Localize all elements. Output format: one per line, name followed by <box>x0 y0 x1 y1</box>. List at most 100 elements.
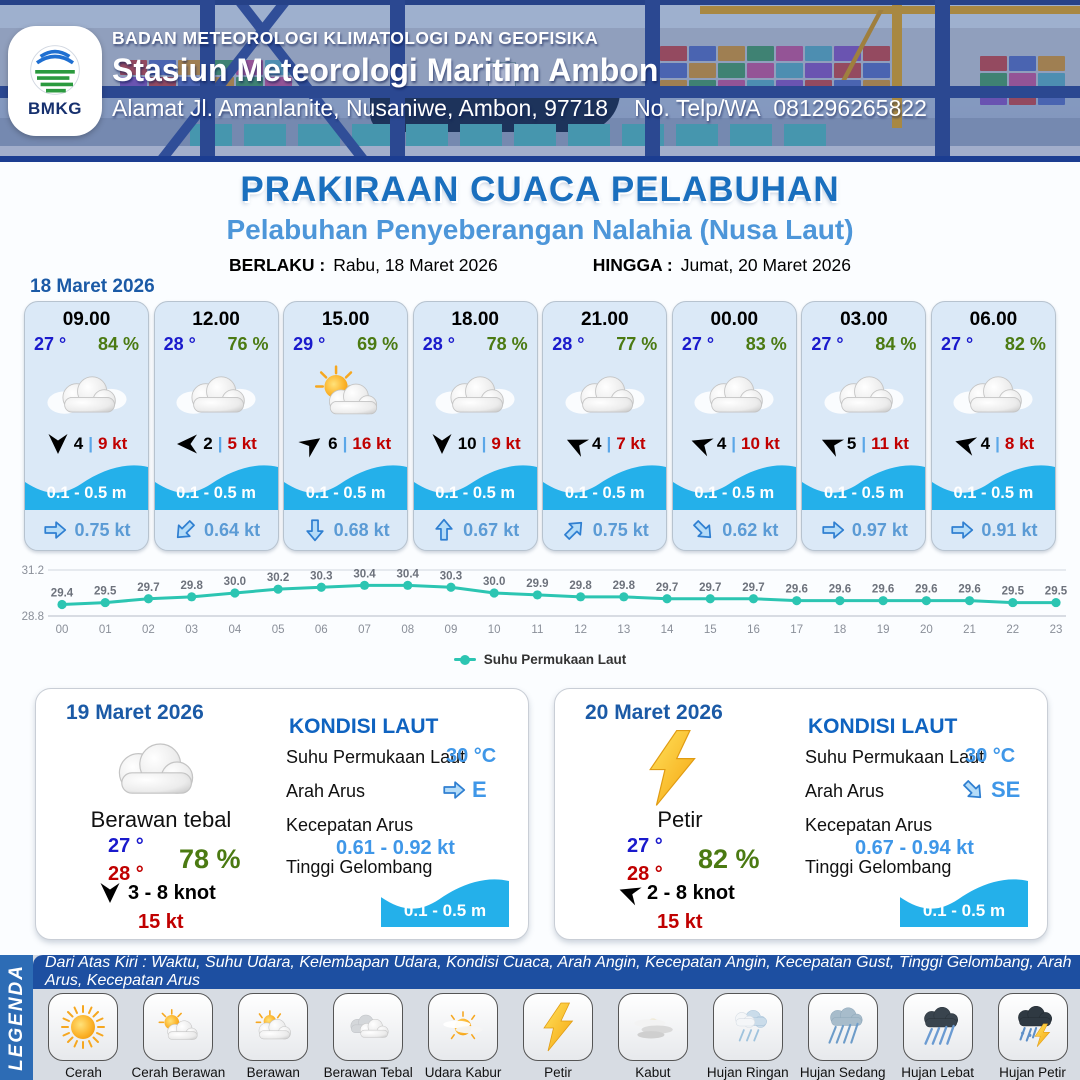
svg-text:29.7: 29.7 <box>699 582 721 594</box>
hourly-forecast-card: 12.00 28 ° 76 % 2 | 5 kt 0.1 - 0.5 m <box>153 301 279 551</box>
wind-row: 4 | 8 kt <box>932 432 1055 456</box>
svg-text:08: 08 <box>401 624 414 636</box>
daily-wind-row: 2 - 8 knot <box>617 881 735 905</box>
validity-row: BERLAKU : Rabu, 18 Maret 2026 HINGGA : Jum… <box>0 255 1080 276</box>
daily-wind-range: 3 - 8 knot <box>128 881 216 904</box>
current-direction-value: E <box>441 777 487 803</box>
legend-weather-icon <box>817 1002 869 1052</box>
sst-label: Suhu Permukaan Laut <box>805 747 985 767</box>
daily-humidity: 82 % <box>698 844 760 874</box>
legend-weather-icon <box>342 1002 394 1052</box>
legend-item: Hujan Sedang <box>795 991 890 1080</box>
forecast-time: 09.00 <box>62 309 111 330</box>
legend-sidebar: LEGENDA <box>0 955 33 1080</box>
wave-height: 0.1 - 0.5 m <box>435 484 516 502</box>
legend-description-bar: Dari Atas Kiri : Waktu, Suhu Udara, Kele… <box>33 954 1080 989</box>
hourly-forecast-card: 06.00 27 ° 82 % 4 | 8 kt 0.1 - 0.5 m <box>930 301 1056 551</box>
current-speed-value: 0.67 - 0.94 kt <box>855 837 974 859</box>
air-temperature: 27 ° <box>681 334 715 354</box>
svg-text:18: 18 <box>834 624 847 636</box>
legend-item-label: Hujan Sedang <box>799 1065 886 1080</box>
wind-speed: 4 <box>716 434 727 453</box>
window-frame-illustration <box>645 0 660 162</box>
current-direction-value: SE <box>960 777 1020 803</box>
legend-weather-icon <box>152 1002 204 1052</box>
crane-illustration <box>700 6 1080 14</box>
air-temperature: 29 ° <box>293 334 326 354</box>
sst-value: 30 °C <box>965 745 1016 767</box>
svg-text:30.0: 30.0 <box>224 576 246 588</box>
weather-condition-icon <box>821 365 907 423</box>
legend-item: Cerah Berawan <box>131 991 226 1080</box>
weather-condition-icon <box>950 365 1036 423</box>
svg-text:23: 23 <box>1050 624 1063 636</box>
daily-temp-min: 27 ° <box>108 835 144 857</box>
forecast-time: 12.00 <box>192 309 240 330</box>
svg-text:06: 06 <box>315 624 328 636</box>
legend-weather-icon <box>57 1002 109 1052</box>
current-direction-text: E <box>472 777 487 802</box>
bmkg-logo-text: BMKG <box>28 99 82 118</box>
svg-text:30.3: 30.3 <box>440 570 462 582</box>
weather-condition-icon <box>432 365 518 423</box>
current-speed-value: 0.61 - 0.92 kt <box>336 837 455 859</box>
svg-text:31.2: 31.2 <box>22 565 44 577</box>
wind-row: 10 | 9 kt <box>414 432 537 456</box>
wave-height: 0.1 - 0.5 m <box>176 484 256 502</box>
legend-icon-box <box>333 993 404 1061</box>
gust-divider: | <box>606 434 612 453</box>
sea-conditions-title: KONDISI LAUT <box>289 715 439 738</box>
wind-speed: 2 <box>203 434 213 453</box>
sst-value: 30 °C <box>446 745 497 767</box>
legend-description: Dari Atas Kiri : Waktu, Suhu Udara, Kele… <box>45 954 1072 989</box>
daily-forecast-card: 20 Maret 2026 Petir 27 ° 28 ° 82 % 2 - 8… <box>554 688 1048 940</box>
current-row: 0.64 kt <box>155 517 278 543</box>
forecast-time: 00.00 <box>710 309 759 330</box>
hourly-date-label: 18 Maret 2026 <box>30 276 155 297</box>
svg-text:09: 09 <box>445 624 458 636</box>
wind-row: 6 | 16 kt <box>284 432 407 456</box>
current-direction-icon <box>949 517 975 543</box>
humidity-value: 84 % <box>875 334 917 354</box>
current-row: 0.62 kt <box>673 517 796 543</box>
legend-icon-box <box>238 993 309 1061</box>
current-speed: 0.75 kt <box>74 519 131 540</box>
current-speed: 0.67 kt <box>463 519 520 540</box>
phone-label: No. Telp/WA <box>634 95 761 121</box>
daily-wind-direction-icon <box>614 878 645 909</box>
humidity-value: 83 % <box>745 334 787 354</box>
valid-to-date: Jumat, 20 Maret 2026 <box>680 255 851 275</box>
air-temperature: 28 ° <box>422 334 455 354</box>
daily-forecast-card: 19 Maret 2026 Berawan tebal 27 ° 28 ° 78… <box>35 688 529 940</box>
legend-item: Berawan Tebal <box>321 991 416 1080</box>
daily-wind-row: 3 - 8 knot <box>98 881 216 905</box>
gust-speed: 5 kt <box>227 434 257 453</box>
wave-height: 0.1 - 0.5 m <box>564 484 645 502</box>
svg-text:01: 01 <box>99 624 112 636</box>
daily-condition-label: Berawan tebal <box>90 807 232 832</box>
current-speed: 0.62 kt <box>722 519 779 540</box>
daily-wave-height: 0.1 - 0.5 m <box>403 901 487 920</box>
legend-item: Petir <box>511 991 606 1080</box>
daily-temp-max: 28 ° <box>108 863 144 885</box>
sea-current-direction-icon <box>441 777 467 803</box>
legend-item: Cerah <box>36 991 131 1080</box>
legend-icon-box <box>428 993 499 1061</box>
air-temperature: 27 ° <box>811 334 844 354</box>
gust-speed: 8 kt <box>1004 434 1035 453</box>
hourly-forecast-card: 18.00 28 ° 78 % 10 | 9 kt 0.1 - 0.5 m <box>412 301 538 551</box>
window-frame-illustration <box>0 86 1080 98</box>
legend-item-label: Cerah <box>65 1065 102 1080</box>
svg-text:30.3: 30.3 <box>310 570 332 582</box>
legend-section: LEGENDA Dari Atas Kiri : Waktu, Suhu Uda… <box>0 954 1080 1080</box>
legend-item: Hujan Lebat <box>890 991 985 1080</box>
svg-text:29.8: 29.8 <box>613 580 636 592</box>
legend-item: Hujan Petir <box>985 991 1080 1080</box>
hourly-forecast-card: 21.00 28 ° 77 % 4 | 7 kt 0.1 - 0.5 m <box>542 301 668 551</box>
wind-row: 4 | 9 kt <box>25 432 148 456</box>
current-direction-icon <box>42 517 68 543</box>
port-name-subtitle: Pelabuhan Penyeberangan Nalahia (Nusa La… <box>226 214 854 245</box>
hourly-forecast-card: 00.00 27 ° 83 % 4 | 10 kt 0.1 - 0.5 m <box>671 301 797 551</box>
legend-item: Berawan <box>226 991 321 1080</box>
